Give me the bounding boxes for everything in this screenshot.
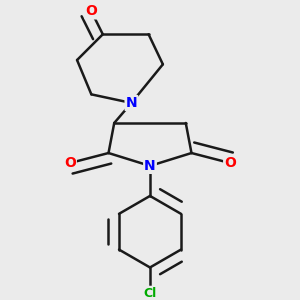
Text: O: O [85, 4, 97, 18]
Text: N: N [126, 96, 137, 110]
Text: Cl: Cl [143, 287, 157, 300]
Text: O: O [64, 156, 76, 170]
Text: O: O [224, 156, 236, 170]
Text: N: N [144, 159, 156, 173]
